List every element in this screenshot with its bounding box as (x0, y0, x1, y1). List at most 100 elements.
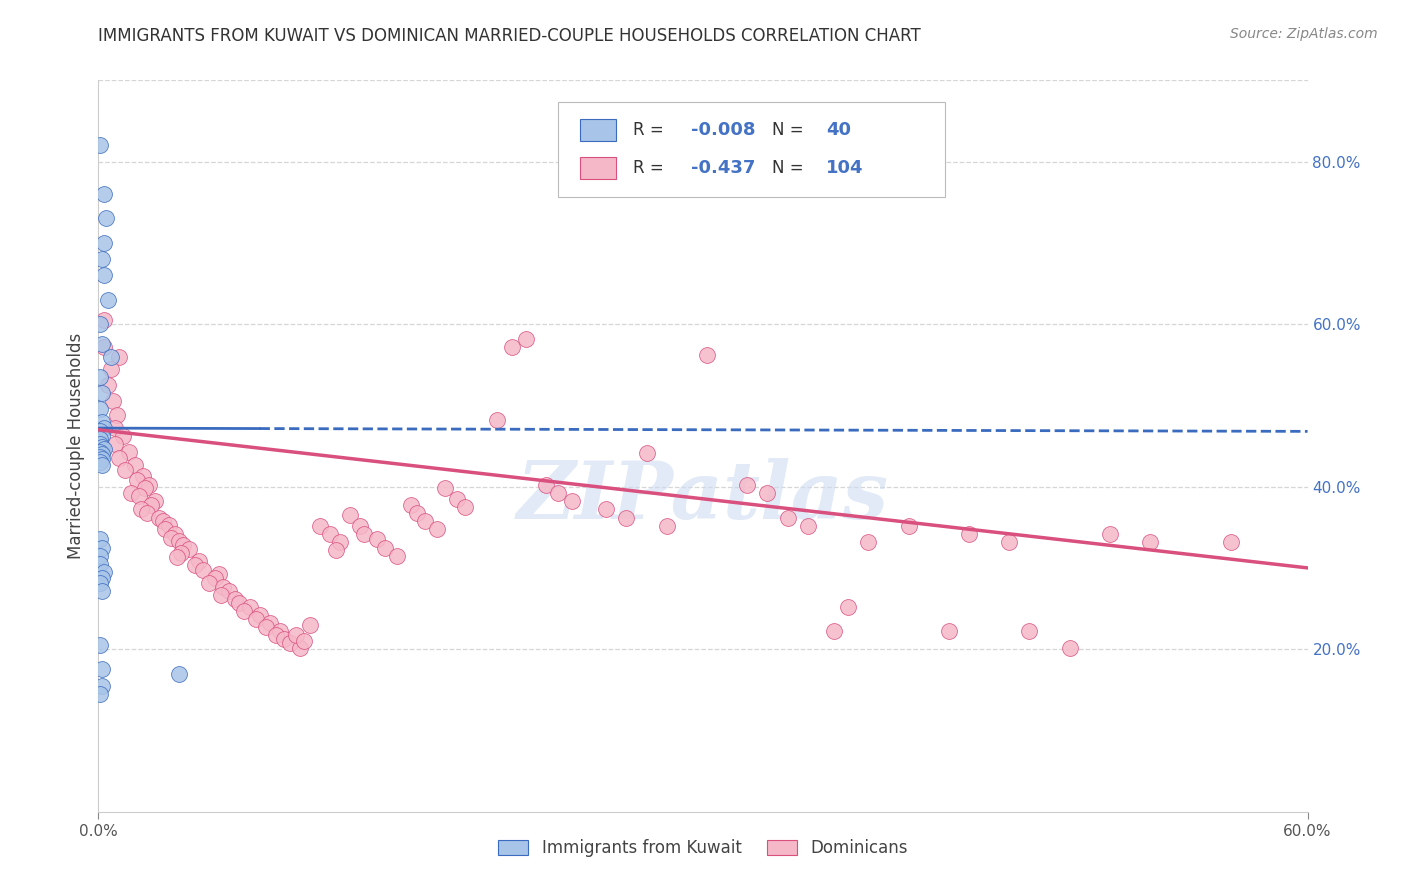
Point (170, 546, 193, 560)
Point (93, 340, 115, 354)
Point (93, 268, 115, 283)
Point (91, 583, 114, 598)
Point (160, 531, 183, 545)
Point (595, 502, 617, 516)
Point (399, 498, 422, 512)
Point (561, 494, 583, 508)
Point (91, 452, 114, 467)
Point (264, 628, 287, 642)
Point (299, 617, 322, 632)
Point (124, 458, 146, 472)
Point (1220, 535, 1243, 549)
Point (198, 575, 221, 590)
Point (232, 604, 254, 618)
Point (96, 211, 118, 226)
Point (454, 500, 477, 514)
Point (486, 413, 509, 427)
Text: ZIPatlas: ZIPatlas (517, 458, 889, 536)
Point (172, 538, 194, 552)
Point (93, 442, 115, 457)
Point (797, 518, 820, 533)
Text: IMMIGRANTS FROM KUWAIT VS DOMINICAN MARRIED-COUPLE HOUSEHOLDS CORRELATION CHART: IMMIGRANTS FROM KUWAIT VS DOMINICAN MARR… (98, 27, 921, 45)
Point (501, 340, 523, 354)
Point (209, 588, 232, 602)
Point (349, 518, 371, 533)
Point (93, 421, 115, 435)
Point (89, 549, 111, 563)
Point (309, 518, 332, 533)
Point (259, 616, 281, 631)
Point (91, 447, 114, 461)
Text: 104: 104 (827, 159, 863, 177)
Point (91, 415, 114, 429)
Point (273, 632, 295, 647)
Point (374, 541, 396, 555)
Point (157, 517, 180, 532)
Point (167, 534, 190, 549)
Point (91, 386, 114, 401)
Point (153, 522, 176, 536)
Point (93, 235, 115, 250)
Point (89, 455, 111, 469)
Text: -0.437: -0.437 (690, 159, 755, 177)
Point (93, 313, 115, 327)
Point (128, 489, 150, 503)
Point (89, 436, 111, 450)
Point (515, 332, 537, 346)
Point (91, 337, 114, 351)
Point (135, 507, 157, 521)
Point (329, 535, 352, 549)
Point (776, 510, 799, 524)
Point (167, 666, 190, 681)
Point (97, 293, 120, 307)
Point (103, 421, 125, 435)
Point (193, 562, 215, 576)
Point (107, 350, 129, 364)
Point (107, 451, 129, 466)
Text: -0.008: -0.008 (690, 121, 755, 139)
Point (89, 450, 111, 464)
Point (446, 491, 468, 506)
Point (103, 437, 125, 451)
Point (93, 565, 115, 579)
Point (353, 526, 375, 541)
Point (1018, 624, 1040, 639)
Point (254, 620, 277, 634)
Point (89, 575, 111, 590)
Point (97, 378, 120, 392)
Point (111, 429, 134, 443)
Point (434, 481, 457, 495)
Point (89, 433, 111, 447)
Point (938, 624, 960, 639)
Point (89, 370, 111, 384)
Point (413, 514, 436, 528)
Point (288, 640, 311, 655)
Point (91, 679, 114, 693)
Point (89, 317, 111, 331)
Point (1059, 640, 1081, 655)
Point (118, 444, 141, 458)
Point (284, 628, 307, 642)
Point (385, 549, 408, 563)
Point (143, 494, 166, 508)
Point (91, 429, 114, 443)
Point (105, 408, 128, 422)
Point (212, 580, 235, 594)
Point (245, 612, 267, 626)
Point (89, 533, 111, 547)
Legend: Immigrants from Kuwait, Dominicans: Immigrants from Kuwait, Dominicans (491, 830, 915, 865)
Point (339, 508, 361, 522)
Point (91, 458, 114, 472)
Text: R =: R = (633, 159, 669, 177)
FancyBboxPatch shape (579, 119, 616, 141)
Point (1139, 535, 1161, 549)
Point (204, 572, 226, 586)
Point (134, 481, 156, 495)
Point (366, 533, 388, 547)
Point (89, 638, 111, 652)
Point (184, 558, 207, 573)
Point (325, 543, 347, 558)
Text: Source: ZipAtlas.com: Source: ZipAtlas.com (1230, 27, 1378, 41)
Point (163, 526, 186, 541)
Point (547, 486, 569, 500)
